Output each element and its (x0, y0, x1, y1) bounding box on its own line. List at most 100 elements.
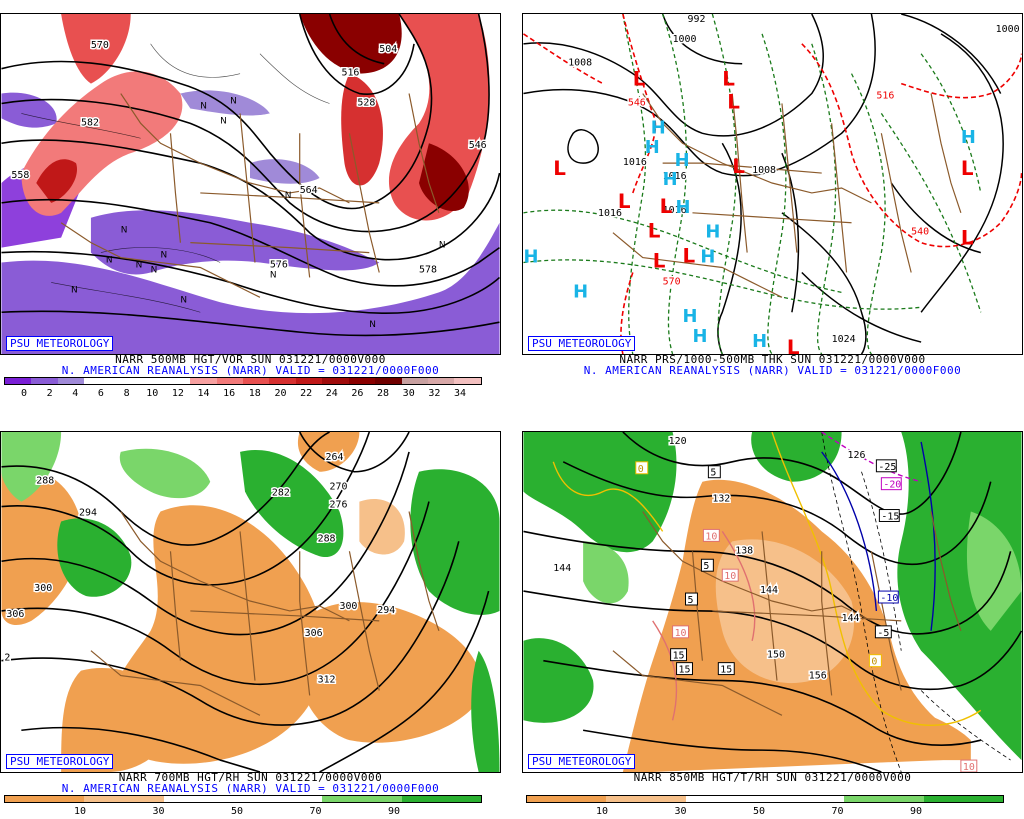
contour-label: 1000 (673, 34, 697, 45)
vort-min-mark: N (285, 191, 292, 201)
panel-subtitle: N. AMERICAN REANALYSIS (NARR) VALID = 03… (583, 364, 962, 377)
map-500mb-labels: 570 582 576 564 528 516 558 546 504 578 … (10, 38, 488, 330)
temp-label-box: -15 (878, 509, 900, 522)
svg-text:-10: -10 (880, 593, 898, 604)
dry-area (715, 539, 855, 684)
vort-min-mark: N (106, 256, 113, 266)
temp-label-box: 0 (868, 654, 882, 668)
low-pressure-marker: L (618, 190, 631, 213)
contour-label: 528 (357, 97, 375, 108)
panel-title: NARR 700MB HGT/RH SUN 031221/0000V000 (118, 771, 383, 784)
psu-meteorology-badge: PSU METEOROLOGY (528, 754, 636, 769)
vort-purple-area (250, 159, 320, 184)
contour-label: 516 (341, 68, 359, 79)
high-pressure-marker: H (523, 247, 538, 268)
contour-label: 1016 (663, 171, 687, 182)
low-pressure-marker: L (553, 157, 566, 180)
geographic-borders (60, 93, 440, 298)
contour-label: 582 (81, 117, 99, 128)
vort-min-mark: N (151, 265, 158, 275)
vort-min-mark: N (71, 285, 78, 295)
colorbar-tick-label: 24 (325, 388, 338, 399)
colorbar-swatch (764, 796, 845, 802)
contour-label: 504 (379, 44, 397, 55)
colorbar-tick-label: 2 (46, 388, 53, 399)
high-pressure-marker: H (692, 326, 707, 347)
map-500mb-svg (1, 14, 500, 354)
vort-min-mark: N (230, 96, 237, 106)
high-pressure-marker: H (651, 117, 666, 138)
height-contours (1, 432, 490, 772)
contour-label: 294 (79, 508, 97, 519)
moist-area (897, 432, 1022, 761)
colorbar-swatch (322, 796, 402, 802)
colorbar-tick-label: 30 (674, 806, 687, 817)
vort-red-area (36, 159, 78, 203)
colorbar-swatch (428, 378, 455, 384)
colorbar-swatch (84, 378, 111, 384)
vort-red-area (341, 73, 383, 186)
contour-label: 578 (419, 264, 437, 275)
geographic-borders (90, 511, 440, 716)
moist-area (471, 650, 500, 772)
low-pressure-marker: L (648, 220, 661, 243)
colorbar-tick-label: 30 (402, 388, 415, 399)
colorbar-swatch (269, 378, 296, 384)
contour-label: 288 (318, 533, 336, 544)
geographic-borders (612, 511, 962, 716)
contour-label: 1000 (996, 24, 1020, 35)
panel-500mb-vorticity: 570 582 576 564 528 516 558 546 504 578 … (0, 0, 501, 399)
low-pressure-marker: L (660, 195, 673, 218)
thickness-label: 546 (628, 97, 646, 108)
colorbar-swatch (190, 378, 217, 384)
contour-label: 150 (767, 650, 785, 661)
colorbar-tick-label: 26 (351, 388, 364, 399)
colorbar-swatch (923, 796, 1003, 802)
colorbar (526, 795, 1004, 803)
dry-area (359, 499, 405, 555)
svg-text:10: 10 (675, 628, 687, 639)
contour-label: 306 (305, 628, 323, 639)
high-pressure-marker: H (752, 331, 767, 352)
panel-title: NARR PRS/1000-500MB THK SUN 031221/0000V… (619, 353, 926, 366)
vort-purple-area (180, 90, 270, 116)
contour-label: 300 (339, 601, 357, 612)
colorbar-swatch (163, 378, 191, 384)
dry-area (297, 432, 360, 472)
temp-label-box: 15 (717, 662, 735, 676)
temp-label-box: 10 (960, 759, 978, 772)
contour-label: 576 (270, 260, 288, 271)
colorbar-tick-label: 32 (428, 388, 441, 399)
vorticity-thin-contours (21, 43, 330, 313)
vort-min-mark: N (161, 251, 168, 261)
vort-min-mark: N (121, 226, 128, 236)
moist-area (410, 469, 500, 615)
svg-text:10: 10 (963, 762, 975, 772)
svg-text:15: 15 (673, 651, 685, 662)
map-700mb-svg (1, 432, 500, 772)
svg-text:-20: -20 (883, 480, 901, 491)
colorbar-tick-label: 70 (831, 806, 844, 817)
colorbar (4, 377, 482, 385)
temp-label-box: -25 (875, 459, 897, 473)
contour-label: 282 (272, 488, 290, 499)
low-pressure-marker: L (722, 68, 735, 91)
vort-min-mark: N (200, 101, 207, 111)
high-pressure-marker: H (683, 306, 698, 327)
dry-area (299, 602, 482, 743)
colorbar-swatch (401, 378, 428, 384)
vort-min-mark: N (180, 295, 187, 305)
moist-area (240, 449, 344, 558)
psu-meteorology-badge: PSU METEOROLOGY (6, 754, 114, 769)
vort-red-area (61, 14, 131, 84)
contour-label: 1016 (663, 205, 687, 216)
contour-label: 558 (11, 170, 29, 181)
colorbar-tick-label: 50 (230, 806, 244, 817)
height-contours (1, 14, 500, 337)
contour-label: 126 (848, 450, 866, 461)
svg-text:-25: -25 (878, 462, 896, 473)
contour-label: 1016 (623, 157, 647, 168)
temp-label-box: 15 (670, 648, 688, 662)
panel-title: NARR 500MB HGT/VOR SUN 031221/0000V000 (115, 353, 386, 366)
temp-label-box: 10 (702, 528, 720, 542)
